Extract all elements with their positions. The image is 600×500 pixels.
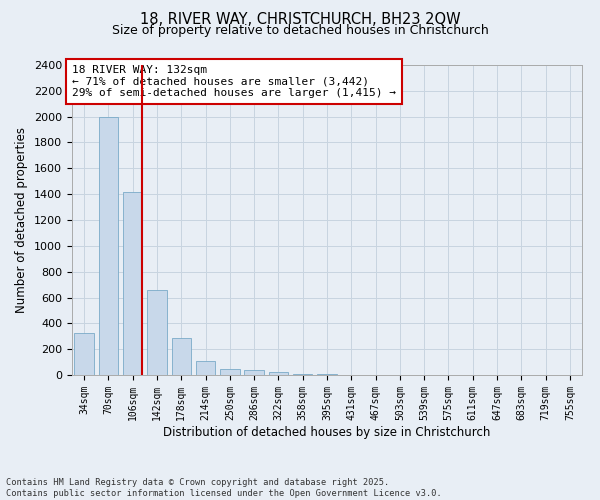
Bar	[196, 362, 215, 375]
Text: 18 RIVER WAY: 132sqm
← 71% of detached houses are smaller (3,442)
29% of semi-de: 18 RIVER WAY: 132sqm ← 71% of detached h…	[72, 65, 396, 98]
Bar	[123, 192, 142, 375]
Bar	[293, 374, 313, 375]
Bar	[269, 372, 288, 375]
Bar	[317, 374, 337, 375]
Bar	[244, 370, 264, 375]
X-axis label: Distribution of detached houses by size in Christchurch: Distribution of detached houses by size …	[163, 426, 491, 438]
Text: 18, RIVER WAY, CHRISTCHURCH, BH23 2QW: 18, RIVER WAY, CHRISTCHURCH, BH23 2QW	[140, 12, 460, 28]
Bar	[147, 290, 167, 375]
Bar	[74, 333, 94, 375]
Bar	[220, 369, 239, 375]
Bar	[172, 338, 191, 375]
Y-axis label: Number of detached properties: Number of detached properties	[16, 127, 28, 313]
Bar	[99, 116, 118, 375]
Text: Size of property relative to detached houses in Christchurch: Size of property relative to detached ho…	[112, 24, 488, 37]
Text: Contains HM Land Registry data © Crown copyright and database right 2025.
Contai: Contains HM Land Registry data © Crown c…	[6, 478, 442, 498]
